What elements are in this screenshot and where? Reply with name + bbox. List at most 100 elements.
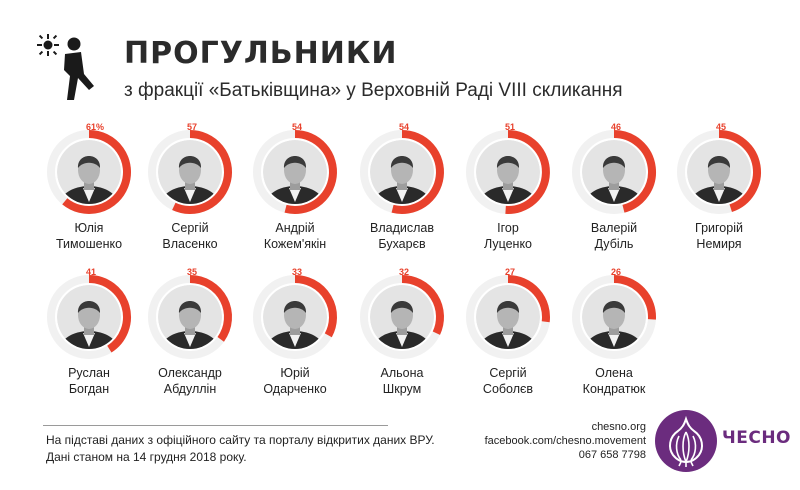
first-name: Руслан <box>68 366 110 380</box>
deputy-card: 61% Юлія Тимошенко <box>47 122 157 268</box>
deputy-card: 27 Сергій Соболєв <box>466 267 576 413</box>
deputy-photo <box>263 285 327 349</box>
truant-runner-icon <box>37 34 94 100</box>
first-name: Юлія <box>74 221 104 235</box>
deputy-card: 57 Сергій Власенко <box>148 122 258 268</box>
absence-ring-chart <box>360 130 444 214</box>
absence-percent: 57 <box>187 122 198 132</box>
absence-arc <box>284 130 337 214</box>
first-name: Сергій <box>489 366 527 380</box>
last-name: Абдуллін <box>163 382 217 396</box>
absence-ring-chart <box>148 275 232 359</box>
last-name: Соболєв <box>482 382 534 396</box>
absence-arc <box>505 130 550 214</box>
absence-percent: 61% <box>86 122 105 132</box>
deputy-card: 54 Андрій Кожем'якін <box>253 122 363 268</box>
absence-arc <box>172 130 232 214</box>
deputy-photo <box>158 140 222 204</box>
page-subtitle: з фракції «Батьківщина» у Верховній Раді… <box>124 80 623 101</box>
absence-ring-chart <box>47 275 131 359</box>
deputy-name: Олена Кондратюк <box>559 365 669 397</box>
absence-percent: 32 <box>399 267 410 277</box>
absence-arc <box>613 275 656 320</box>
phone-number: 067 658 7798 <box>578 449 646 461</box>
absence-arc <box>613 130 657 213</box>
deputy-photo <box>370 140 434 204</box>
last-name: Дубіль <box>594 237 634 251</box>
deputy-photo <box>582 140 646 204</box>
first-name: Олександр <box>158 366 222 380</box>
absence-percent: 33 <box>292 267 303 277</box>
deputy-name: Сергій Власенко <box>135 220 245 252</box>
absence-percent: 41 <box>86 267 97 277</box>
contacts: chesno.org facebook.com/chesno.movement … <box>460 420 646 462</box>
deputy-photo <box>57 140 121 204</box>
absence-arc <box>294 275 337 338</box>
deputy-name: Валерій Дубіль <box>559 220 669 252</box>
deputy-photo <box>476 140 540 204</box>
last-name: Шкрум <box>382 382 422 396</box>
first-name: Юрій <box>280 366 310 380</box>
first-name: Ігор <box>497 221 519 235</box>
absence-ring-chart <box>677 130 761 214</box>
deputy-card: 41 Руслан Богдан <box>47 267 157 413</box>
deputy-card: 54 Владислав Бухарєв <box>360 122 470 268</box>
first-name: Олена <box>595 366 633 380</box>
source-line: На підставі даних з офіційного сайту та … <box>46 433 435 447</box>
last-name: Бухарєв <box>378 237 426 251</box>
absence-ring-chart <box>47 130 131 214</box>
last-name: Тимошенко <box>55 237 123 251</box>
first-name: Андрій <box>275 221 315 235</box>
absence-ring-chart <box>253 130 337 214</box>
deputy-photo <box>370 285 434 349</box>
first-name: Владислав <box>370 221 434 235</box>
absence-arc <box>718 130 761 212</box>
absence-ring-chart <box>148 130 232 214</box>
absence-ring-chart <box>572 275 656 359</box>
deputy-name: Олександр Абдуллін <box>135 365 245 397</box>
deputy-name: Юлія Тимошенко <box>34 220 144 252</box>
absence-ring-chart <box>466 130 550 214</box>
deputy-card: 35 Олександр Абдуллін <box>148 267 258 413</box>
first-name: Альона <box>380 366 424 380</box>
footer-divider <box>43 425 388 426</box>
deputy-name: Альона Шкрум <box>347 365 457 397</box>
deputy-card: 26 Олена Кондратюк <box>572 267 682 413</box>
deputy-name: Сергій Соболєв <box>453 365 563 397</box>
absence-percent: 26 <box>611 267 622 277</box>
absence-percent: 27 <box>505 267 516 277</box>
deputy-name: Руслан Богдан <box>34 365 144 397</box>
absence-percent: 46 <box>611 122 622 132</box>
deputy-card: 32 Альона Шкрум <box>360 267 470 413</box>
deputy-name: Григорій Немиря <box>664 220 774 252</box>
absence-arc <box>391 130 444 214</box>
last-name: Немиря <box>696 237 742 251</box>
deputy-card: 51 Ігор Луценко <box>466 122 576 268</box>
first-name: Валерій <box>590 221 638 235</box>
absence-arc <box>507 275 550 323</box>
absence-percent: 54 <box>292 122 303 132</box>
deputy-card: 45 Григорій Немиря <box>677 122 787 268</box>
deputy-name: Юрій Одарченко <box>240 365 350 397</box>
absence-percent: 54 <box>399 122 410 132</box>
chesno-garlic-logo <box>655 410 717 472</box>
last-name: Кондратюк <box>582 382 646 396</box>
absence-percent: 35 <box>187 267 198 277</box>
page-title: ПРОГУЛЬНИКИ <box>124 36 398 71</box>
last-name: Богдан <box>68 382 110 396</box>
deputy-photo <box>57 285 121 349</box>
deputy-photo <box>687 140 751 204</box>
last-name: Власенко <box>162 237 218 251</box>
deputy-name: Владислав Бухарєв <box>347 220 457 252</box>
deputy-photo <box>582 285 646 349</box>
source-note: На підставі даних з офіційного сайту та … <box>46 432 476 466</box>
deputy-name: Ігор Луценко <box>453 220 563 252</box>
website-link[interactable]: chesno.org <box>591 421 646 433</box>
last-name: Кожем'якін <box>263 237 327 251</box>
brand-name: ЧЕСНО <box>722 428 792 448</box>
absence-percent: 51 <box>505 122 516 132</box>
facebook-link[interactable]: facebook.com/chesno.movement <box>484 435 646 447</box>
absence-ring-chart <box>572 130 657 214</box>
date-line: Дані станом на 14 грудня 2018 року. <box>46 450 247 464</box>
absence-ring-chart <box>466 275 550 359</box>
